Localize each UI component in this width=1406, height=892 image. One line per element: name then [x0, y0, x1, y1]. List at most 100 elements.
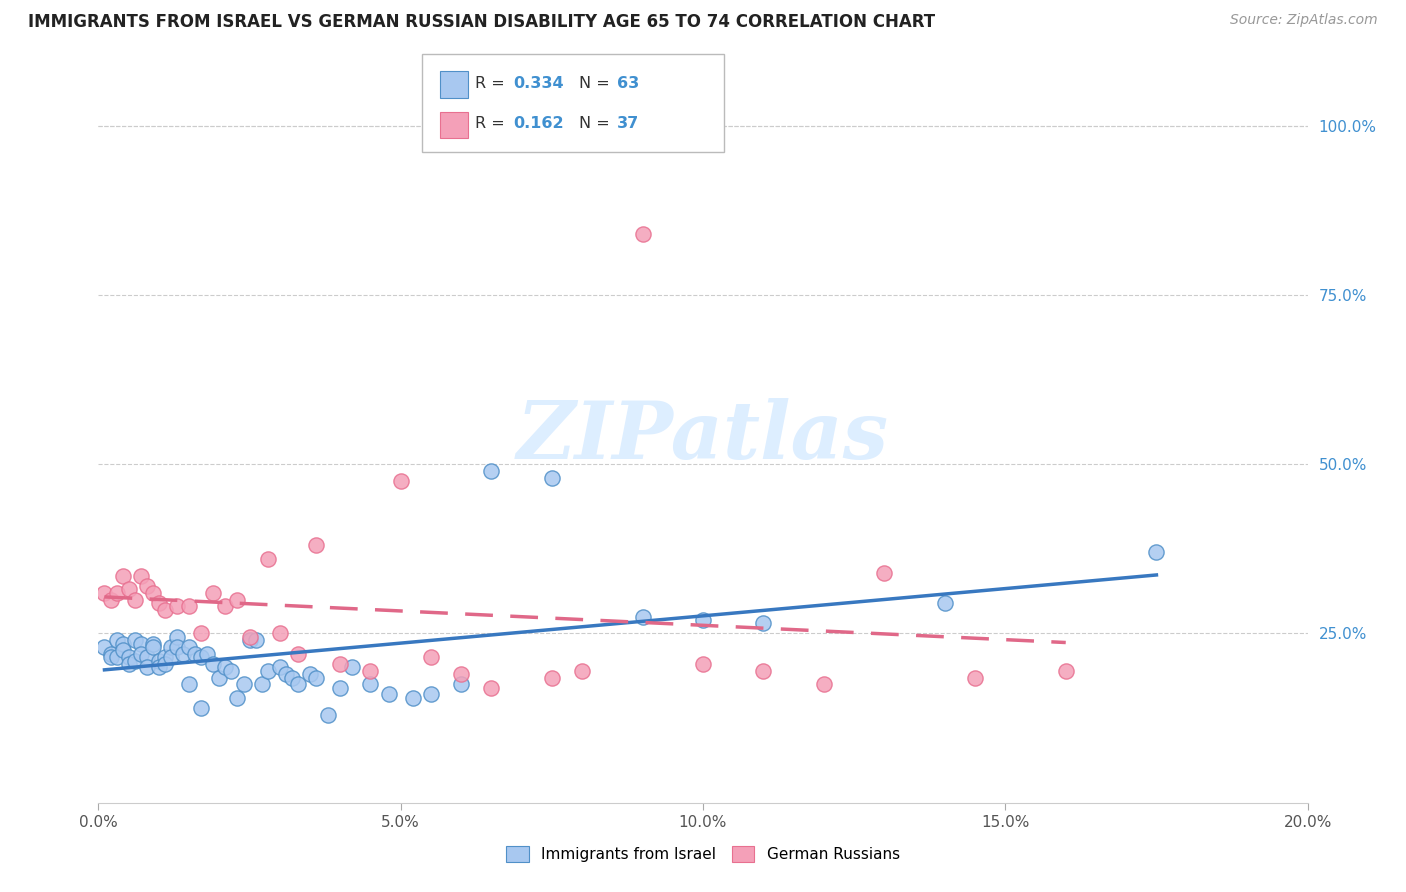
Point — [274, 667, 297, 681]
Point — [481, 681, 503, 695]
Point — [179, 599, 201, 614]
Point — [287, 647, 309, 661]
Point — [111, 569, 134, 583]
Point — [1144, 545, 1167, 559]
Point — [153, 603, 176, 617]
Point — [540, 471, 562, 485]
Point — [111, 637, 134, 651]
Point — [118, 582, 141, 597]
Point — [142, 586, 165, 600]
Point — [692, 657, 714, 671]
Point — [329, 681, 352, 695]
Point — [166, 640, 188, 654]
Legend: Immigrants from Israel, German Russians: Immigrants from Israel, German Russians — [501, 840, 905, 868]
Point — [305, 671, 328, 685]
Text: ZIPatlas: ZIPatlas — [517, 399, 889, 475]
Point — [142, 637, 165, 651]
Point — [93, 586, 115, 600]
Point — [184, 647, 207, 661]
Point — [124, 633, 146, 648]
Text: N =: N = — [579, 77, 616, 91]
Point — [360, 677, 382, 691]
Point — [360, 664, 382, 678]
Point — [239, 630, 262, 644]
Point — [172, 647, 194, 661]
Point — [420, 688, 443, 702]
Point — [166, 630, 188, 644]
Point — [153, 657, 176, 671]
Point — [148, 596, 170, 610]
Point — [202, 657, 225, 671]
Point — [179, 640, 201, 654]
Point — [190, 626, 212, 640]
Point — [214, 660, 236, 674]
Point — [226, 592, 249, 607]
Point — [124, 654, 146, 668]
Point — [813, 677, 835, 691]
Point — [195, 647, 218, 661]
Point — [481, 464, 503, 478]
Point — [190, 701, 212, 715]
Point — [100, 650, 122, 665]
Point — [269, 626, 291, 640]
Point — [245, 633, 267, 648]
Point — [100, 592, 122, 607]
Point — [135, 660, 157, 674]
Point — [631, 609, 654, 624]
Point — [873, 566, 896, 580]
Text: 63: 63 — [617, 77, 640, 91]
Point — [148, 654, 170, 668]
Text: N =: N = — [579, 117, 616, 131]
Text: R =: R = — [475, 77, 510, 91]
Point — [752, 616, 775, 631]
Point — [342, 660, 364, 674]
Point — [250, 677, 273, 691]
Point — [129, 647, 152, 661]
Point — [190, 650, 212, 665]
Point — [166, 599, 188, 614]
Point — [111, 643, 134, 657]
Text: 0.334: 0.334 — [513, 77, 564, 91]
Text: 0.162: 0.162 — [513, 117, 564, 131]
Point — [105, 586, 128, 600]
Point — [299, 667, 322, 681]
Point — [208, 671, 231, 685]
Point — [239, 633, 262, 648]
Point — [316, 707, 339, 722]
Point — [226, 690, 249, 705]
Point — [100, 647, 122, 661]
Point — [389, 474, 412, 488]
Point — [1054, 664, 1077, 678]
Point — [450, 667, 472, 681]
Text: IMMIGRANTS FROM ISRAEL VS GERMAN RUSSIAN DISABILITY AGE 65 TO 74 CORRELATION CHA: IMMIGRANTS FROM ISRAEL VS GERMAN RUSSIAN… — [28, 13, 935, 31]
Point — [160, 640, 183, 654]
Point — [202, 586, 225, 600]
Point — [118, 650, 141, 665]
Text: Source: ZipAtlas.com: Source: ZipAtlas.com — [1230, 13, 1378, 28]
Point — [214, 599, 236, 614]
Point — [692, 613, 714, 627]
Point — [93, 640, 115, 654]
Point — [256, 552, 278, 566]
Point — [965, 671, 987, 685]
Point — [129, 569, 152, 583]
Point — [329, 657, 352, 671]
Point — [631, 227, 654, 241]
Point — [377, 688, 399, 702]
Text: 37: 37 — [617, 117, 640, 131]
Point — [148, 660, 170, 674]
Point — [135, 650, 157, 665]
Point — [153, 650, 176, 665]
Point — [402, 690, 425, 705]
Point — [281, 671, 304, 685]
Point — [450, 677, 472, 691]
Point — [118, 657, 141, 671]
Point — [232, 677, 254, 691]
Text: R =: R = — [475, 117, 510, 131]
Point — [269, 660, 291, 674]
Point — [142, 640, 165, 654]
Point — [105, 650, 128, 665]
Point — [135, 579, 157, 593]
Point — [160, 650, 183, 665]
Point — [129, 637, 152, 651]
